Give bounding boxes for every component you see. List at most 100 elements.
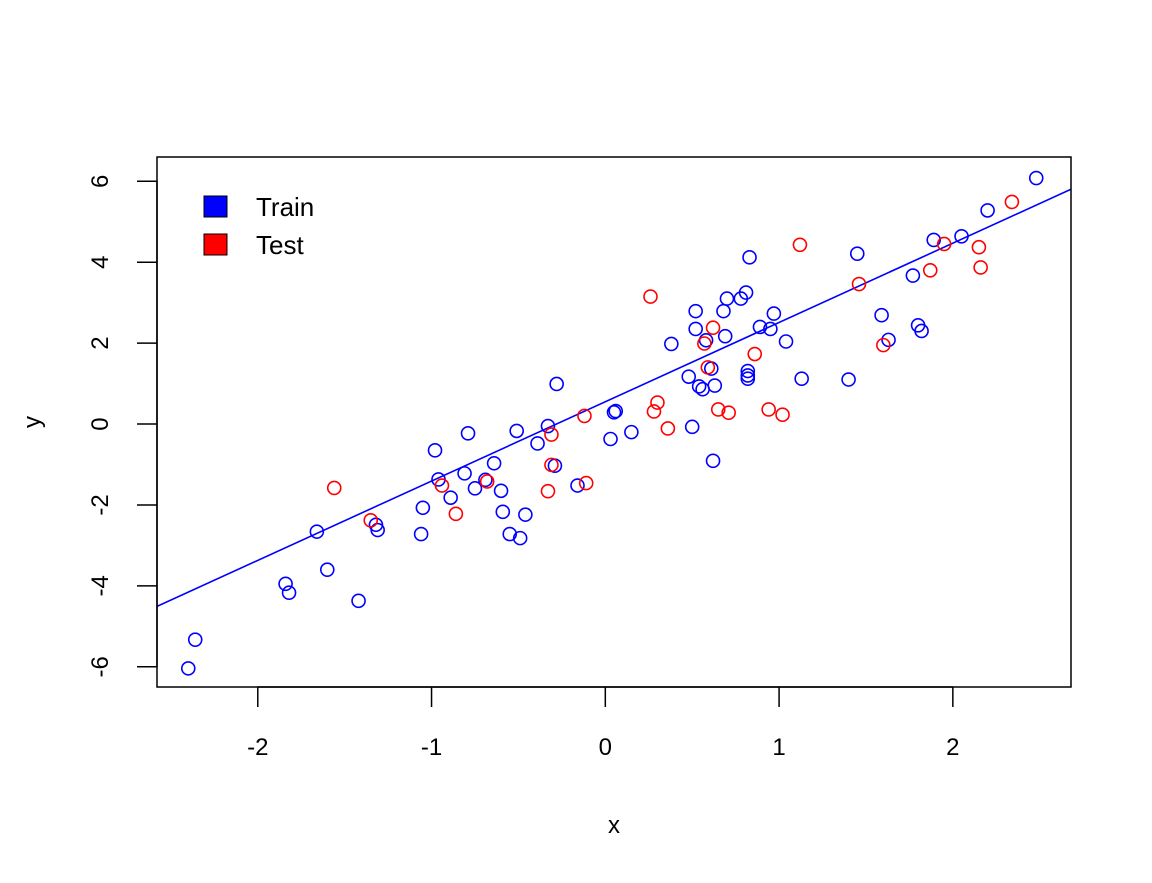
data-point-test (792, 237, 808, 253)
data-point-train (905, 268, 921, 283)
data-point-train (460, 426, 476, 441)
legend: Train Test (203, 192, 314, 260)
data-point-test (643, 289, 658, 304)
points-layer (180, 170, 1044, 676)
data-point-test (479, 474, 495, 489)
data-point-train (681, 369, 697, 384)
data-point-test (936, 236, 952, 252)
data-point-test (1004, 194, 1020, 210)
data-point-test (650, 395, 665, 410)
data-point-train (457, 466, 472, 481)
y-tick-label: 2 (87, 336, 114, 349)
data-point-train (467, 481, 483, 496)
data-point-train (427, 443, 443, 458)
data-point-test (646, 404, 662, 419)
data-point-test (544, 457, 559, 473)
data-point-train (766, 306, 782, 321)
data-point-train (874, 307, 889, 323)
y-tick-label: 6 (87, 175, 114, 188)
data-point-test (326, 480, 342, 496)
data-point-train (688, 321, 703, 337)
y-tick-label: -4 (87, 575, 114, 596)
data-point-train (695, 381, 710, 397)
y-axis: -6 -4 -2 0 2 4 6 (87, 175, 158, 677)
data-point-train (603, 431, 618, 447)
data-point-train (281, 585, 297, 601)
data-point-train (370, 522, 385, 538)
x-axis-label: x (608, 812, 620, 839)
data-point-test (705, 320, 721, 336)
data-point-test (660, 421, 676, 436)
data-point-train (278, 576, 293, 592)
x-tick-label: 0 (599, 734, 612, 761)
data-point-train (509, 423, 524, 439)
data-point-train (549, 376, 564, 392)
data-point-train (841, 372, 856, 387)
data-point-test (710, 402, 726, 417)
data-point-train (495, 504, 511, 520)
data-point-train (881, 332, 896, 348)
data-point-train (351, 593, 366, 609)
y-tick-label: 4 (87, 256, 114, 269)
data-point-train (1028, 170, 1044, 186)
data-point-train (705, 453, 721, 469)
data-point-train (606, 404, 622, 420)
x-tick-label: -2 (247, 734, 268, 761)
data-point-train (443, 490, 458, 505)
data-point-train (319, 562, 335, 577)
data-point-train (478, 472, 493, 488)
data-point-train (415, 500, 431, 516)
data-point-test (544, 427, 559, 442)
data-point-test (434, 478, 450, 493)
data-point-train (794, 371, 809, 387)
x-tick-label: -1 (421, 734, 442, 761)
data-point-train (926, 232, 942, 248)
data-point-test (540, 483, 556, 499)
data-point-test (721, 405, 736, 420)
legend-swatch-train (203, 195, 228, 218)
data-point-train (486, 455, 502, 471)
data-point-train (740, 368, 756, 383)
data-point-train (980, 203, 995, 218)
data-point-train (518, 507, 533, 522)
fit-line-layer (157, 188, 1071, 608)
data-point-train (914, 323, 929, 339)
data-point-train (740, 363, 756, 379)
y-tick-label: -6 (87, 656, 114, 677)
data-point-test (697, 336, 712, 351)
y-tick-label: 0 (87, 417, 114, 430)
data-point-train (413, 526, 429, 542)
data-point-train (180, 661, 196, 676)
data-point-train (716, 303, 731, 319)
x-axis: -2 -1 0 1 2 (247, 686, 960, 761)
y-tick-label: -2 (87, 494, 114, 515)
data-point-train (570, 478, 585, 493)
data-point-test (761, 402, 776, 417)
data-point-train (540, 418, 556, 434)
legend-swatch-test (203, 233, 228, 256)
data-point-test (577, 408, 592, 424)
data-point-test (922, 262, 938, 278)
data-point-train (719, 291, 735, 306)
data-point-train (309, 524, 325, 539)
data-point-train (530, 436, 545, 451)
data-point-train (512, 530, 528, 546)
data-point-train (738, 285, 754, 300)
regression-line (157, 188, 1071, 608)
data-point-train (778, 334, 794, 349)
data-point-train (187, 632, 203, 647)
data-point-test (971, 239, 987, 255)
data-point-train (493, 483, 509, 499)
x-tick-label: 2 (946, 734, 959, 761)
data-point-train (707, 378, 723, 393)
data-point-test (578, 475, 594, 491)
data-point-train (624, 424, 639, 440)
data-point-test (363, 513, 379, 528)
y-axis-label: y (19, 416, 46, 428)
data-point-train (849, 246, 865, 261)
data-point-train (608, 403, 624, 419)
data-point-test (448, 506, 464, 522)
data-point-test (700, 360, 716, 375)
data-point-test (775, 407, 790, 423)
